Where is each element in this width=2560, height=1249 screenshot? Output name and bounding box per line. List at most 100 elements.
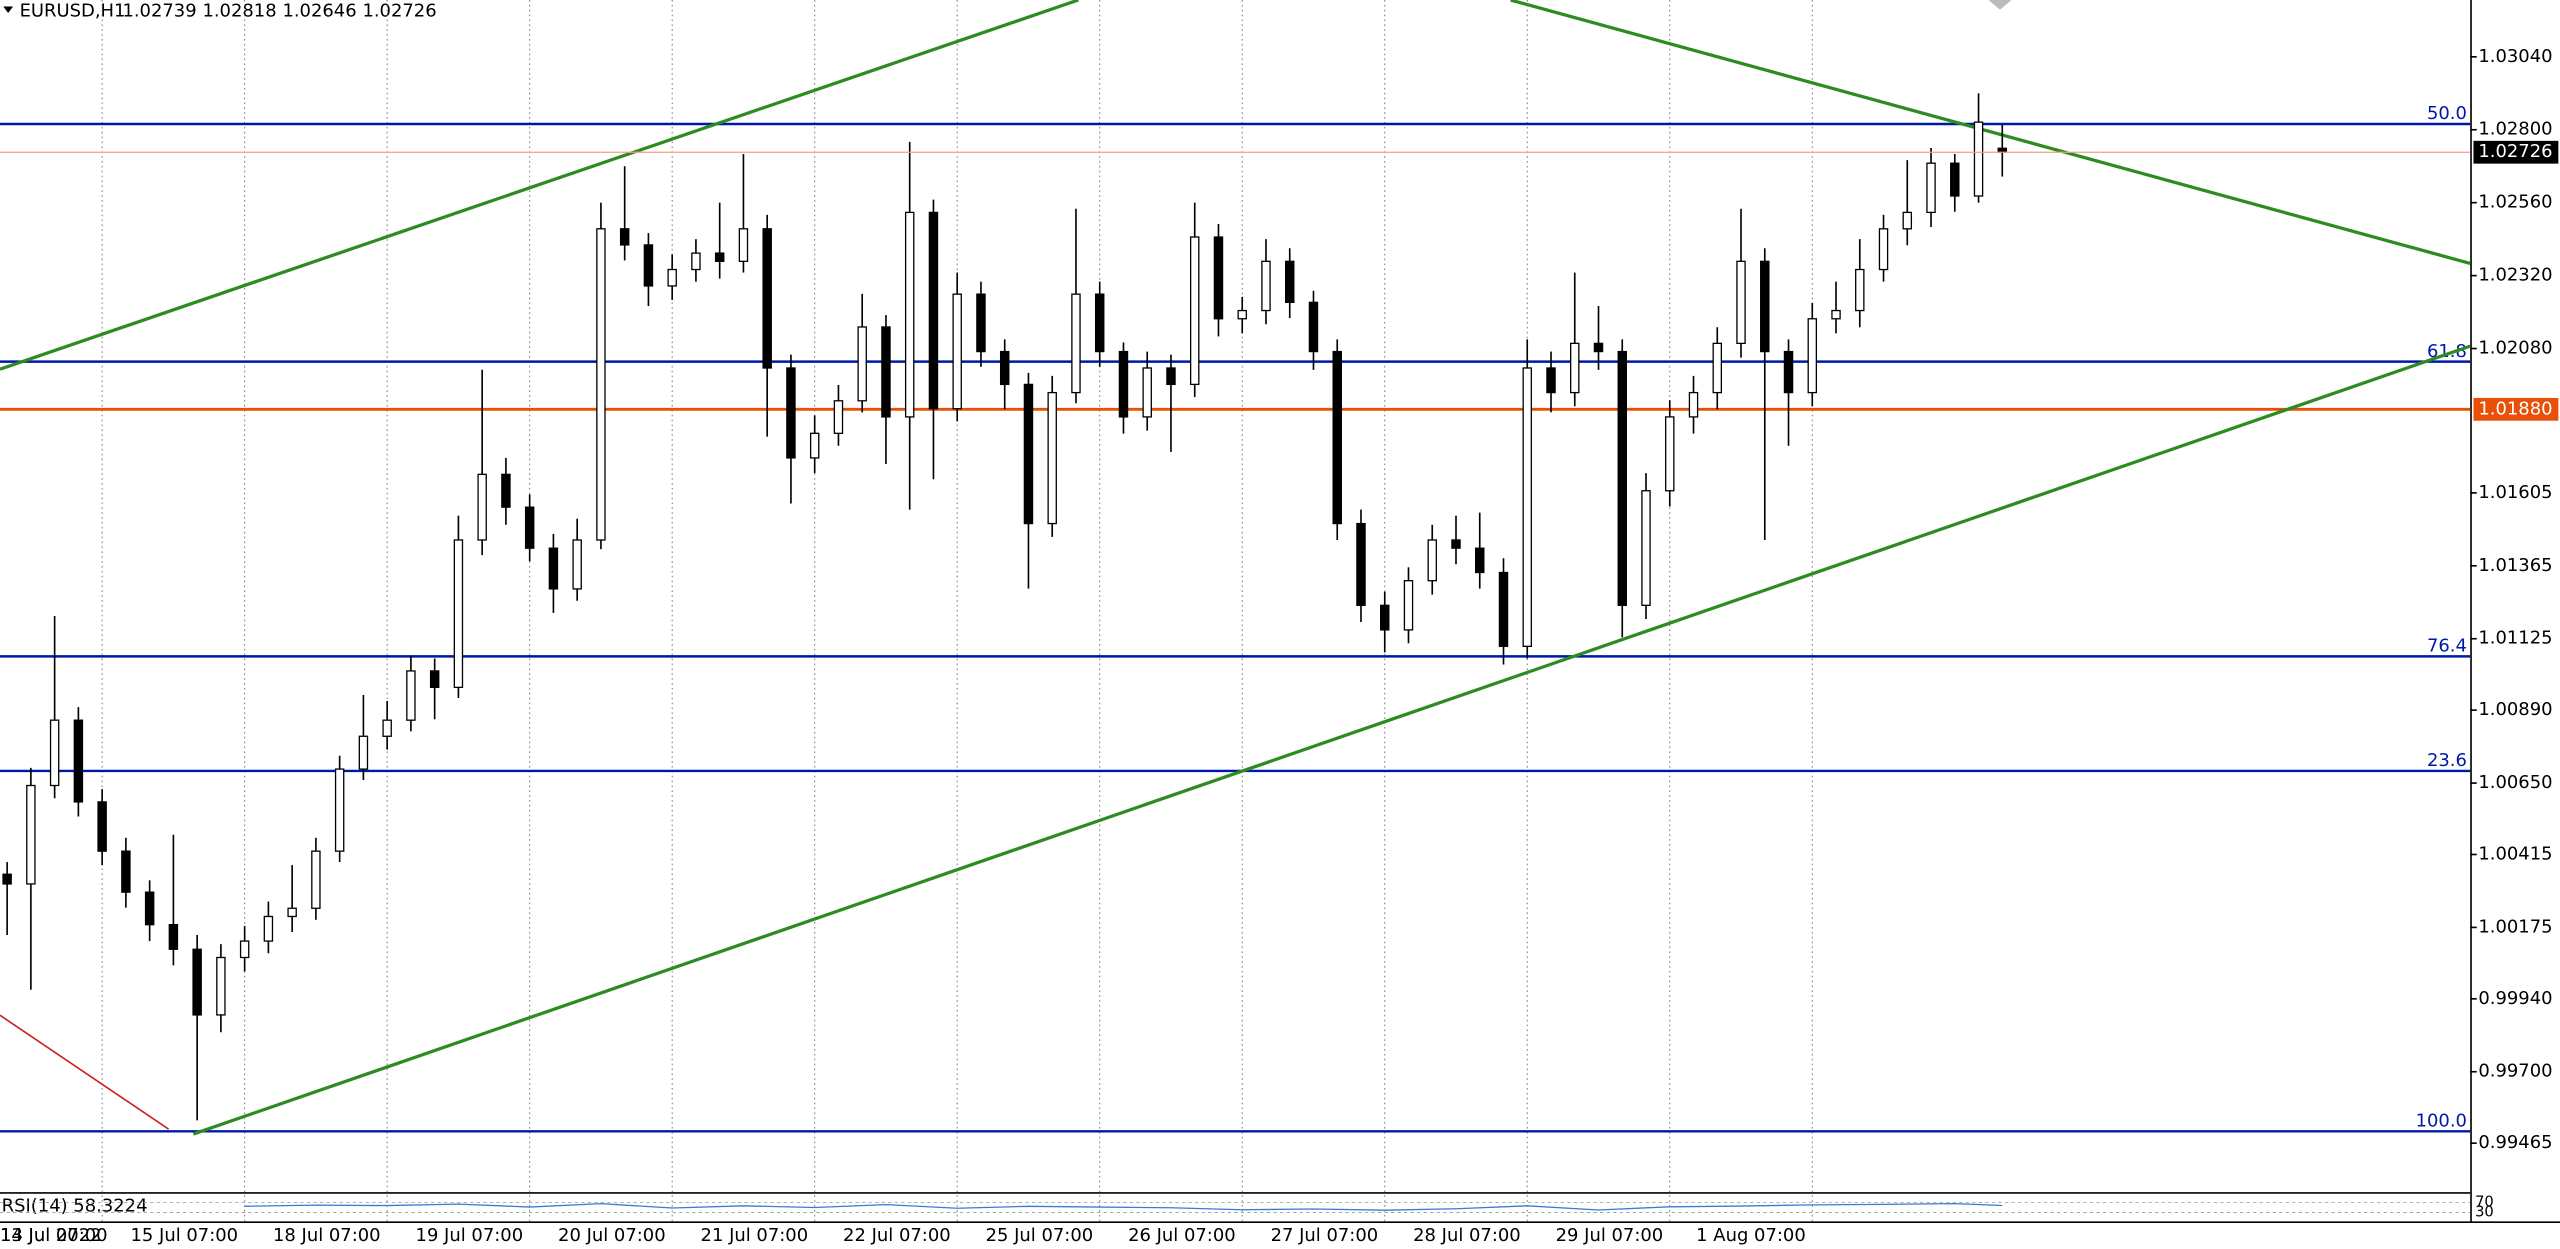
candle-body <box>1118 350 1129 418</box>
y-tick-label: 1.02800 <box>2478 119 2552 140</box>
candle-body <box>1878 228 1889 271</box>
candle-body <box>73 719 84 803</box>
x-tick-label: 27 Jul 07:00 <box>1271 1225 1379 1246</box>
y-tick-label: 1.00175 <box>2478 916 2552 937</box>
candle-body <box>1736 260 1746 345</box>
candle-body <box>1166 367 1176 386</box>
x-tick-label: 14 Jul 07:00 <box>0 1225 108 1246</box>
candle-body <box>1237 309 1247 320</box>
candle-body <box>453 539 464 689</box>
candle-body <box>477 473 487 541</box>
y-tick-label: 1.00650 <box>2478 772 2552 793</box>
menu-triangle[interactable] <box>3 6 14 14</box>
candle-body <box>263 915 274 942</box>
x-tick-label: 15 Jul 07:00 <box>131 1225 239 1246</box>
y-tick-label: 1.03040 <box>2478 46 2552 67</box>
y-tick-label: 0.99940 <box>2478 988 2552 1009</box>
symbol: EURUSD,H1 <box>20 0 126 21</box>
candle-body <box>1071 293 1081 394</box>
candle-body <box>1617 350 1627 606</box>
candle-body <box>524 506 535 549</box>
candle-body <box>1570 342 1580 394</box>
header-open: 1.02739 <box>122 0 196 21</box>
rsi-level-label: 30 <box>2475 1203 2494 1220</box>
candle-body <box>1380 604 1390 631</box>
fib-label: 50.0 <box>2427 103 2467 124</box>
candle-body <box>1023 383 1034 525</box>
candle-body <box>1688 391 1699 418</box>
trendline <box>0 1014 170 1130</box>
candle-body <box>192 948 202 1016</box>
candle-body <box>1094 293 1105 353</box>
candle-body <box>334 768 345 852</box>
candle-body <box>548 547 559 590</box>
candle-body <box>358 735 369 770</box>
candle-body <box>999 350 1010 386</box>
candle-body <box>1189 236 1200 386</box>
candle-body <box>1641 490 1651 606</box>
candle-body <box>239 940 250 959</box>
header-high: 1.02818 <box>202 0 276 21</box>
candle-body <box>429 670 440 689</box>
candle-body <box>1213 236 1224 320</box>
candle-body <box>738 228 749 262</box>
fib-label: 23.6 <box>2427 750 2467 771</box>
candle-body <box>1261 260 1271 312</box>
candle-body <box>49 719 60 787</box>
candle-body <box>382 719 392 737</box>
x-tick-label: 19 Jul 07:00 <box>416 1225 524 1246</box>
current-price-box <box>2473 140 2559 164</box>
y-tick-label: 1.01605 <box>2478 482 2552 503</box>
x-tick-label: 28 Jul 07:00 <box>1413 1225 1521 1246</box>
y-tick-label: 0.99700 <box>2478 1061 2552 1082</box>
candle-body <box>1831 309 1841 320</box>
candle-body <box>216 956 226 1016</box>
candle-body <box>501 473 511 508</box>
x-tick-label: 21 Jul 07:00 <box>701 1225 809 1246</box>
x-tick-label: 26 Jul 07:00 <box>1128 1225 1236 1246</box>
candle-body <box>1783 350 1794 394</box>
candle-body <box>643 244 654 287</box>
header-close: 1.02726 <box>362 0 436 21</box>
candle-body <box>762 228 772 369</box>
candle-body <box>1807 318 1818 394</box>
candle-body <box>311 850 321 909</box>
candle-body <box>168 924 179 950</box>
price-label-box <box>2473 397 2559 421</box>
y-tick-label: 1.01365 <box>2478 555 2552 576</box>
candle-body <box>809 432 820 459</box>
y-tick-label: 1.02320 <box>2478 265 2552 286</box>
candle-body <box>406 670 416 721</box>
x-tick-label: 22 Jul 07:00 <box>843 1225 951 1246</box>
candle-body <box>26 784 36 885</box>
y-tick-label: 1.01125 <box>2478 628 2552 649</box>
fib-label: 76.4 <box>2427 636 2467 657</box>
candle-body <box>1284 260 1295 304</box>
candle-body <box>1973 121 1984 197</box>
candle-body <box>881 326 891 418</box>
header: EURUSD,H1 1.02739 1.02818 1.02646 1.0272… <box>20 0 437 21</box>
candle-body <box>1546 367 1556 394</box>
candle-body <box>1403 580 1414 631</box>
x-tick-label: 13 Jul 2022 <box>0 1225 102 1246</box>
candle-body <box>857 326 867 402</box>
candle-body <box>619 228 630 246</box>
candle-body <box>691 252 701 271</box>
trendline <box>192 344 2471 1136</box>
candle-body <box>1356 522 1366 606</box>
candle-body <box>1427 539 1437 582</box>
candle-body <box>976 293 986 353</box>
candle-body <box>1760 260 1770 353</box>
x-tick-label: 25 Jul 07:00 <box>986 1225 1094 1246</box>
candle-body <box>1498 571 1509 647</box>
candle-body <box>1475 547 1485 574</box>
rsi-label: RSI(14) 58.3224 <box>2 1196 148 1217</box>
candle-body <box>1593 342 1604 353</box>
candle-body <box>1451 539 1461 549</box>
candle-body <box>1950 162 1960 197</box>
fib-label: 100.0 <box>2416 1111 2467 1132</box>
candle-body <box>786 367 796 459</box>
trendline <box>0 0 1079 371</box>
